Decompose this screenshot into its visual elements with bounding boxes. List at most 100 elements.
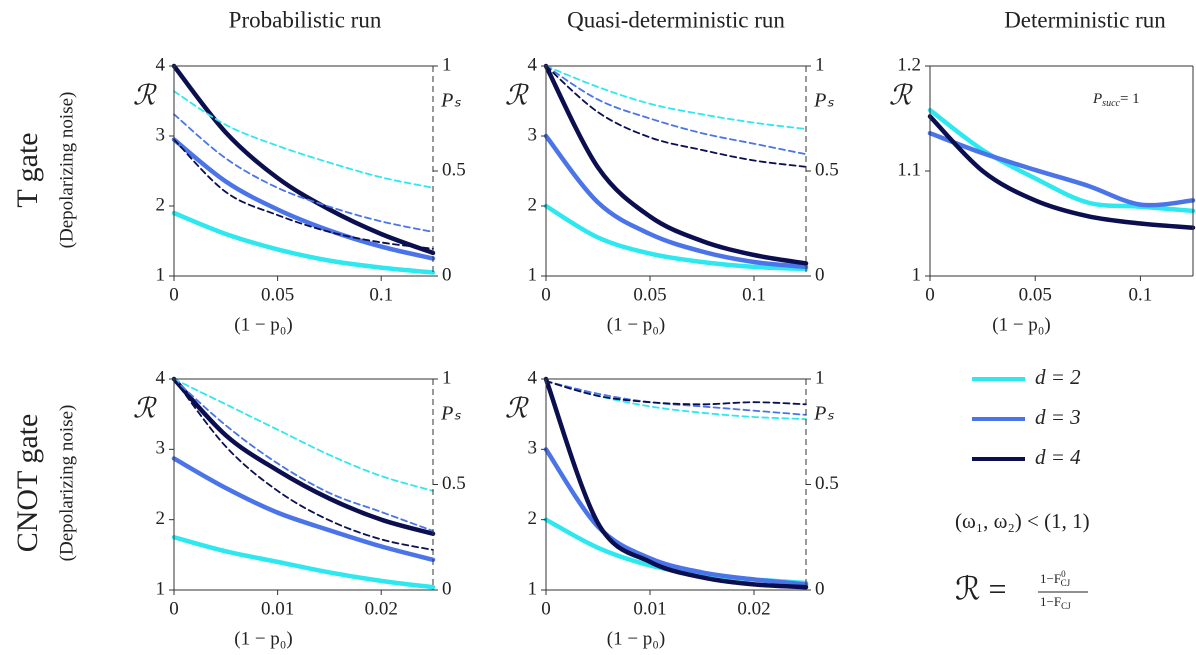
x-tick-label: 0 bbox=[541, 598, 551, 619]
annotation-sub: succ bbox=[1102, 98, 1120, 109]
legend-label: d = 3 bbox=[1035, 405, 1081, 429]
den-sub: CJ bbox=[1061, 601, 1071, 611]
column-title: Probabilistic run bbox=[229, 7, 382, 32]
y-tick-label: 2 bbox=[528, 508, 538, 529]
ratio-line bbox=[543, 203, 809, 272]
success-probability-line bbox=[545, 380, 807, 420]
y2-tick-label: 0 bbox=[442, 264, 452, 285]
success-probability-line bbox=[545, 65, 807, 156]
y-tick-label: 4 bbox=[528, 54, 538, 75]
num-main: 1−F bbox=[1040, 571, 1061, 586]
x-tick-label: 0.01 bbox=[261, 598, 294, 619]
y-tick-label: 3 bbox=[156, 124, 166, 145]
success-probability-line bbox=[173, 378, 434, 492]
ratio-line bbox=[171, 210, 436, 275]
legend-label: d = 4 bbox=[1035, 445, 1081, 469]
y-tick-label: 2 bbox=[528, 194, 538, 215]
success-probability-line bbox=[545, 65, 807, 130]
column-title: Quasi-deterministic run bbox=[567, 7, 785, 32]
y2-tick-label: 0.5 bbox=[815, 473, 839, 494]
ratio-line bbox=[171, 376, 436, 536]
ratio-line bbox=[171, 535, 436, 590]
y2-tick-label: 0.5 bbox=[442, 159, 466, 180]
ratio-line bbox=[543, 63, 809, 266]
x-tick-label: 0.1 bbox=[742, 284, 766, 305]
x-tick-label: 0.1 bbox=[1129, 284, 1153, 305]
y2-tick-label: 1 bbox=[815, 367, 825, 388]
y2-axis-label: Pₛ bbox=[440, 90, 461, 112]
y2-axis-label: Pₛ bbox=[440, 403, 461, 425]
x-tick-label: 0.01 bbox=[633, 598, 666, 619]
row-subtitle: (Depolarizing noise) bbox=[56, 405, 77, 562]
y2-tick-label: 1 bbox=[442, 367, 452, 388]
y2-tick-label: 0.5 bbox=[442, 473, 466, 494]
x-tick-label: 0 bbox=[169, 598, 179, 619]
legend-label: d = 2 bbox=[1035, 365, 1081, 389]
success-probability-line bbox=[173, 378, 434, 532]
ratio-line bbox=[927, 130, 1196, 208]
y2-tick-label: 1 bbox=[442, 54, 452, 75]
y-tick-label: 1.1 bbox=[897, 159, 921, 180]
y2-axis-label: Pₛ bbox=[813, 403, 834, 425]
row-title: CNOT gate bbox=[11, 414, 44, 553]
x-axis-label: (1 − p₀) bbox=[607, 314, 666, 335]
y2-tick-label: 0 bbox=[442, 578, 452, 599]
y2-axis-label: Pₛ bbox=[813, 90, 834, 112]
formula-denominator: 1−FCJ bbox=[1040, 594, 1071, 611]
success-probability-line bbox=[173, 138, 434, 250]
y-axis-label: ℛ bbox=[133, 80, 157, 111]
y-tick-label: 1 bbox=[156, 264, 166, 285]
y-tick-label: 1 bbox=[156, 578, 166, 599]
y-tick-label: 1.2 bbox=[897, 54, 921, 75]
y2-tick-label: 1 bbox=[815, 54, 825, 75]
condition: (ω₁, ω₂) < (1, 1) bbox=[955, 509, 1090, 533]
y2-tick-label: 0.5 bbox=[815, 159, 839, 180]
panel: 0 0.05 0.1 1 1.1 1.2 (1 − p₀) ℛ Psucc= 1 bbox=[889, 54, 1196, 335]
ratio-line bbox=[927, 114, 1196, 230]
y-axis-label: ℛ bbox=[505, 80, 529, 111]
y-tick-label: 1 bbox=[528, 264, 538, 285]
success-probability-line bbox=[545, 380, 807, 406]
y-tick-label: 1 bbox=[912, 264, 922, 285]
x-tick-label: 0.02 bbox=[365, 598, 398, 619]
y2-tick-label: 0 bbox=[815, 264, 825, 285]
y-tick-label: 1 bbox=[528, 578, 538, 599]
x-axis-label: (1 − p₀) bbox=[234, 314, 293, 335]
success-probability-line bbox=[173, 378, 434, 551]
y-tick-label: 4 bbox=[528, 367, 538, 388]
panel: 0 0.05 0.1 1 2 3 4 0 0.5 1 (1 − p₀) ℛ Pₛ bbox=[505, 54, 839, 335]
ratio-line bbox=[171, 456, 436, 563]
annotation-rest: = 1 bbox=[1120, 91, 1140, 107]
y-tick-label: 2 bbox=[156, 194, 166, 215]
row-title: T gate bbox=[11, 132, 44, 207]
y2-tick-label: 0 bbox=[815, 578, 825, 599]
annotation-main: P bbox=[1092, 91, 1102, 107]
y-tick-label: 3 bbox=[156, 438, 166, 459]
formula: ℛ = 1−F0 CJ 1−FCJ bbox=[955, 569, 1088, 611]
x-tick-label: 0.02 bbox=[737, 598, 770, 619]
formula-numerator: 1−F0 CJ bbox=[1040, 569, 1071, 588]
y-tick-label: 2 bbox=[156, 508, 166, 529]
x-tick-label: 0 bbox=[925, 284, 935, 305]
annotation: Psucc= 1 bbox=[1092, 91, 1140, 109]
success-probability-line bbox=[173, 90, 434, 189]
x-tick-label: 0.05 bbox=[633, 284, 666, 305]
num-sub: CJ bbox=[1061, 578, 1071, 588]
panel: 0 0.01 0.02 1 2 3 4 0 0.5 1 (1 − p₀) ℛ Pₛ bbox=[505, 367, 839, 649]
x-tick-label: 0.05 bbox=[1019, 284, 1052, 305]
ratio-line bbox=[543, 376, 809, 590]
ratio-line bbox=[543, 447, 809, 587]
den-main: 1−F bbox=[1040, 594, 1061, 609]
x-axis-label: (1 − p₀) bbox=[607, 628, 666, 649]
x-axis-label: (1 − p₀) bbox=[234, 628, 293, 649]
success-probability-line bbox=[545, 65, 807, 168]
y-axis-label: ℛ bbox=[889, 80, 913, 111]
ratio-line bbox=[543, 133, 809, 270]
success-probability-line bbox=[173, 113, 434, 233]
x-tick-label: 0.05 bbox=[261, 284, 294, 305]
ratio-line bbox=[171, 63, 436, 256]
num-sup: 0 bbox=[1061, 569, 1066, 579]
y-tick-label: 4 bbox=[156, 367, 166, 388]
x-axis-label: (1 − p₀) bbox=[992, 314, 1051, 335]
